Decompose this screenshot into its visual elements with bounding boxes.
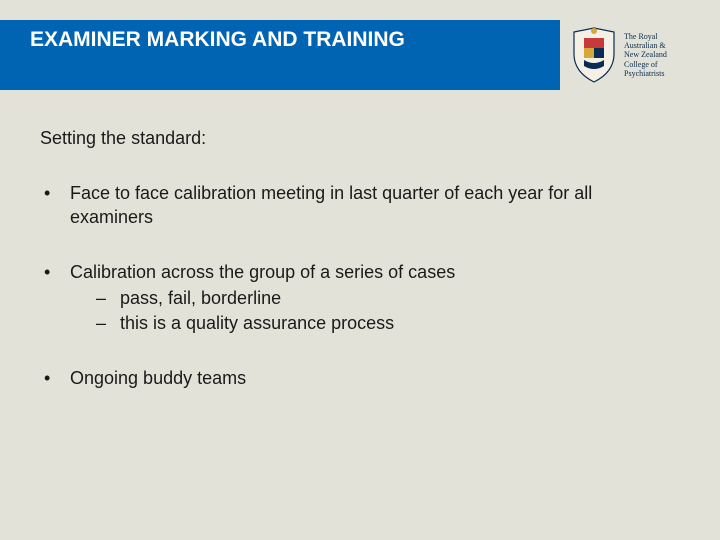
- bullet-marker: •: [40, 261, 70, 284]
- sub-bullet-marker: –: [96, 312, 120, 335]
- sub-bullet-item: – pass, fail, borderline: [96, 287, 680, 310]
- body-content: Setting the standard: • Face to face cal…: [40, 127, 680, 423]
- bullet-item: • Ongoing buddy teams: [40, 367, 680, 390]
- bullet-marker: •: [40, 367, 70, 390]
- sub-bullet-marker: –: [96, 287, 120, 310]
- org-logo: The Royal Australian & New Zealand Colle…: [570, 20, 705, 90]
- org-line: Psychiatrists: [624, 69, 667, 78]
- bullet-group: • Face to face calibration meeting in la…: [40, 182, 680, 229]
- bullet-text: Calibration across the group of a series…: [70, 261, 680, 284]
- bullet-group: • Ongoing buddy teams: [40, 367, 680, 390]
- header-bar: EXAMINER MARKING AND TRAINING: [0, 20, 560, 90]
- sub-bullet-text: pass, fail, borderline: [120, 287, 680, 310]
- sub-bullet-text: this is a quality assurance process: [120, 312, 680, 335]
- bullet-item: • Face to face calibration meeting in la…: [40, 182, 680, 229]
- org-line: New Zealand: [624, 50, 667, 59]
- sub-bullet-item: – this is a quality assurance process: [96, 312, 680, 335]
- crest-icon: [570, 26, 618, 84]
- org-line: College of: [624, 60, 667, 69]
- bullet-group: • Calibration across the group of a seri…: [40, 261, 680, 335]
- bullet-text: Face to face calibration meeting in last…: [70, 182, 680, 229]
- bullet-text: Ongoing buddy teams: [70, 367, 680, 390]
- slide-title: EXAMINER MARKING AND TRAINING: [30, 28, 405, 52]
- slide: EXAMINER MARKING AND TRAINING The Royal …: [0, 0, 720, 540]
- bullet-item: • Calibration across the group of a seri…: [40, 261, 680, 284]
- bullet-marker: •: [40, 182, 70, 229]
- org-line: Australian &: [624, 41, 667, 50]
- subtitle: Setting the standard:: [40, 127, 680, 150]
- org-name: The Royal Australian & New Zealand Colle…: [624, 32, 667, 78]
- org-line: The Royal: [624, 32, 667, 41]
